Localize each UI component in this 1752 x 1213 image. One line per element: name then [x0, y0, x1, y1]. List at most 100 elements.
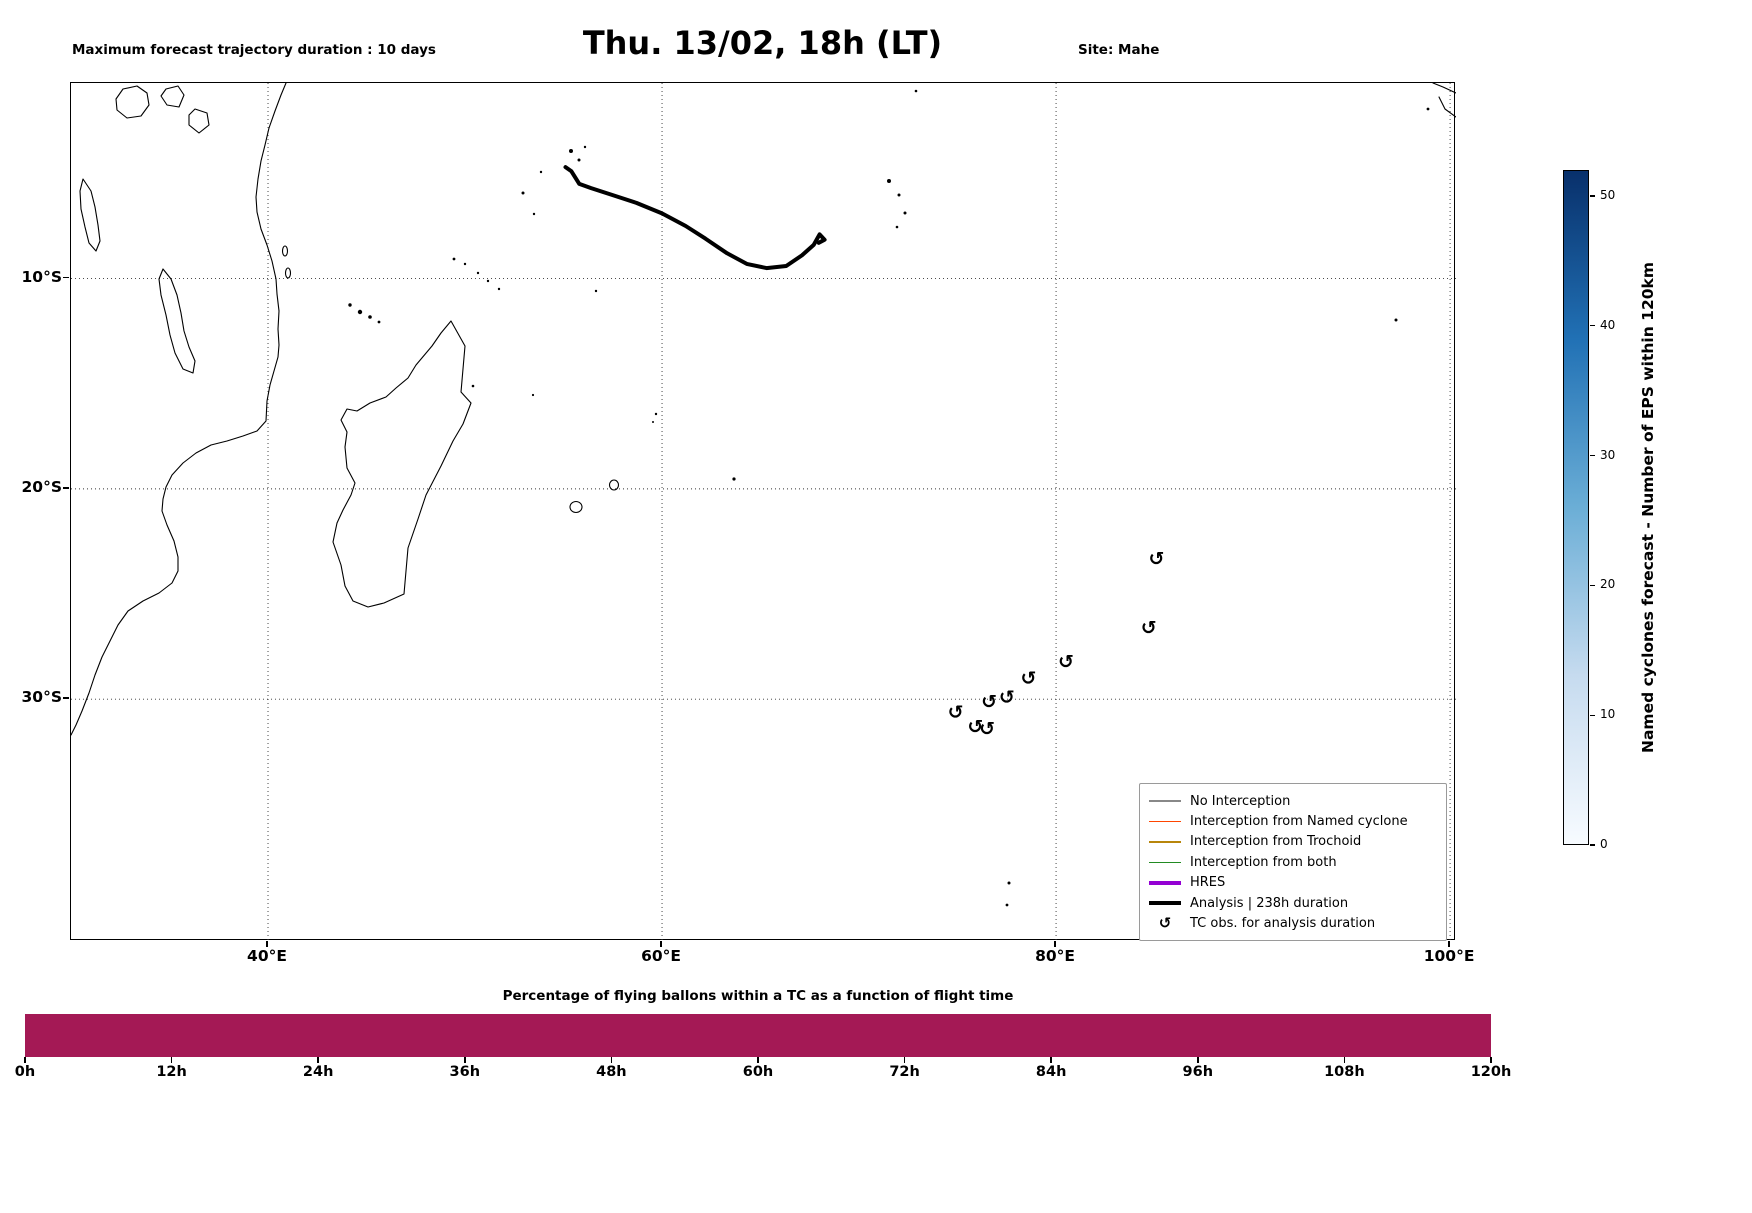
tc-observation-icon: ↺ — [979, 718, 995, 740]
flight-axis-tick-label: 24h — [302, 1064, 334, 1080]
map-legend: No Interception Interception from Named c… — [1139, 783, 1447, 941]
colorbar-tick — [1590, 454, 1595, 457]
colorbar-tick — [1590, 325, 1595, 327]
colorbar-tick-label: 40 — [1600, 317, 1616, 332]
flight-axis-tick-label: 36h — [449, 1064, 481, 1080]
tc-observation-icon: ↺ — [948, 701, 964, 723]
flight-axis-tick — [464, 1057, 466, 1063]
island-reunion — [569, 500, 583, 514]
tc-observation-icon: ↺ — [999, 687, 1015, 709]
data-layer: ↺↺↺↺↺↺↺↺↺ — [563, 165, 1165, 740]
x-axis-tick — [1448, 941, 1450, 947]
legend-rows: No Interception Interception from Named c… — [1149, 791, 1437, 934]
coastline-corner-northeast — [1438, 96, 1456, 118]
island-pemba — [281, 245, 289, 257]
lake-outline — [188, 108, 210, 134]
legend-line-sample-icon — [1149, 880, 1181, 885]
flight-bar — [25, 1014, 1491, 1057]
x-axis-tick — [1054, 941, 1056, 947]
coastline-madagascar — [332, 320, 472, 608]
x-axis-tick-label: 80°E — [1035, 947, 1076, 965]
legend-row: HRES — [1149, 873, 1437, 893]
colorbar — [1563, 170, 1589, 845]
colorbar-label: Named cyclones forecast - Number of EPS … — [1639, 262, 1657, 753]
flight-axis-tick — [170, 1057, 173, 1063]
legend-line-sample-icon — [1149, 901, 1181, 906]
y-axis-tick — [63, 276, 69, 279]
legend-label: TC obs. for analysis duration — [1190, 916, 1376, 932]
flight-axis-tick — [903, 1057, 906, 1063]
colorbar-tick — [1590, 195, 1595, 197]
legend-line-sample-icon — [1149, 841, 1181, 843]
basemap-layer — [71, 83, 1456, 907]
setting-line: Maximum forecast trajectory duration : 1… — [72, 42, 436, 59]
flight-axis-tick-label: 48h — [596, 1064, 627, 1080]
lake-victoria — [115, 85, 150, 119]
legend-line-sample-icon — [1149, 880, 1181, 885]
legend-label: Interception from Named cyclone — [1190, 814, 1408, 830]
x-axis-tick-label: 40°E — [247, 947, 287, 965]
flight-bar-title: Percentage of flying ballons within a TC… — [502, 988, 1014, 1004]
legend-line-sample-icon — [1149, 901, 1181, 906]
tc-observation-icon: ↺ — [1058, 651, 1074, 673]
legend-line-sample-icon — [1149, 820, 1181, 823]
flight-axis-tick — [1343, 1057, 1346, 1063]
colorbar-tick — [1590, 714, 1595, 716]
lake-malawi — [158, 268, 196, 374]
flight-axis-tick-label: 84h — [1035, 1064, 1067, 1080]
legend-label: No Interception — [1190, 793, 1291, 809]
colorbar-tick — [1590, 584, 1595, 586]
legend-label: Interception from Trochoid — [1190, 834, 1362, 850]
flight-axis-tick — [1050, 1057, 1052, 1063]
y-axis-tick-label: 20°S — [21, 477, 62, 496]
x-axis-tick-label: 60°E — [641, 947, 681, 965]
legend-label: HRES — [1190, 875, 1226, 891]
legend-row: Interception from both — [1149, 852, 1437, 872]
flight-axis-tick-label: 60h — [742, 1064, 774, 1080]
flight-axis-tick-label: 72h — [889, 1064, 920, 1080]
x-axis-tick — [660, 941, 662, 947]
legend-row: ↺ TC obs. for analysis duration — [1149, 913, 1437, 933]
tc-observation-icon: ↺ — [967, 716, 983, 738]
island-zanzibar — [284, 267, 292, 279]
tc-observation-icon: ↺ — [981, 691, 997, 713]
colorbar-tick-label: 30 — [1600, 447, 1616, 462]
legend-line-sample-icon — [1149, 800, 1181, 802]
flight-axis-tick — [24, 1057, 26, 1063]
colorbar-tick-label: 0 — [1600, 837, 1608, 851]
colorbar-tick — [1590, 844, 1595, 846]
flight-axis-tick — [1490, 1057, 1492, 1063]
tc-observation-icon: ↺ — [1021, 668, 1037, 690]
lake-tanganyika — [79, 178, 101, 252]
legend-row: Interception from Trochoid — [1149, 832, 1437, 852]
map-panel: ↺ ↺ ↺ ↺ ↺ ↺ ↺ ↺ ↺ No Interception Interception fr… — [70, 82, 1456, 941]
x-axis-tick — [266, 941, 268, 947]
legend-line-sample-icon — [1149, 861, 1181, 864]
island-mauritius — [608, 479, 620, 491]
tc-observation-icon: ↺ — [1149, 548, 1165, 570]
legend-row: Interception from Named cyclone — [1149, 811, 1437, 831]
flight-axis-tick — [610, 1057, 613, 1063]
colorbar-tick-label: 10 — [1600, 707, 1616, 722]
island-specks — [348, 89, 1430, 907]
legend-label: Analysis | 238h duration — [1190, 895, 1349, 911]
coastline-corner-northeast — [1432, 83, 1456, 94]
flight-axis-tick — [757, 1057, 759, 1063]
site-info-line: Site: Mahe — [1078, 42, 1160, 59]
flight-axis-tick-label: 12h — [156, 1064, 187, 1080]
flight-axis-tick — [317, 1057, 319, 1063]
flight-axis-tick-label: 120h — [1470, 1064, 1512, 1080]
lake-outline — [160, 85, 185, 108]
legend-line-sample-icon — [1149, 861, 1181, 864]
analysis-track-line — [563, 165, 827, 271]
map-canvas: ↺↺↺↺↺↺↺↺↺ — [71, 83, 1456, 941]
colorbar-tick-label: 20 — [1600, 577, 1616, 592]
legend-label: Interception from both — [1190, 854, 1337, 870]
page-title: Thu. 13/02, 18h (LT) — [582, 24, 943, 62]
flight-axis-tick — [1197, 1057, 1199, 1063]
flight-axis-tick-label: 96h — [1182, 1064, 1214, 1080]
legend-line-sample-icon — [1149, 841, 1181, 843]
y-axis-tick-label: 10°S — [21, 267, 62, 286]
x-axis-tick-label: 100°E — [1423, 947, 1475, 965]
